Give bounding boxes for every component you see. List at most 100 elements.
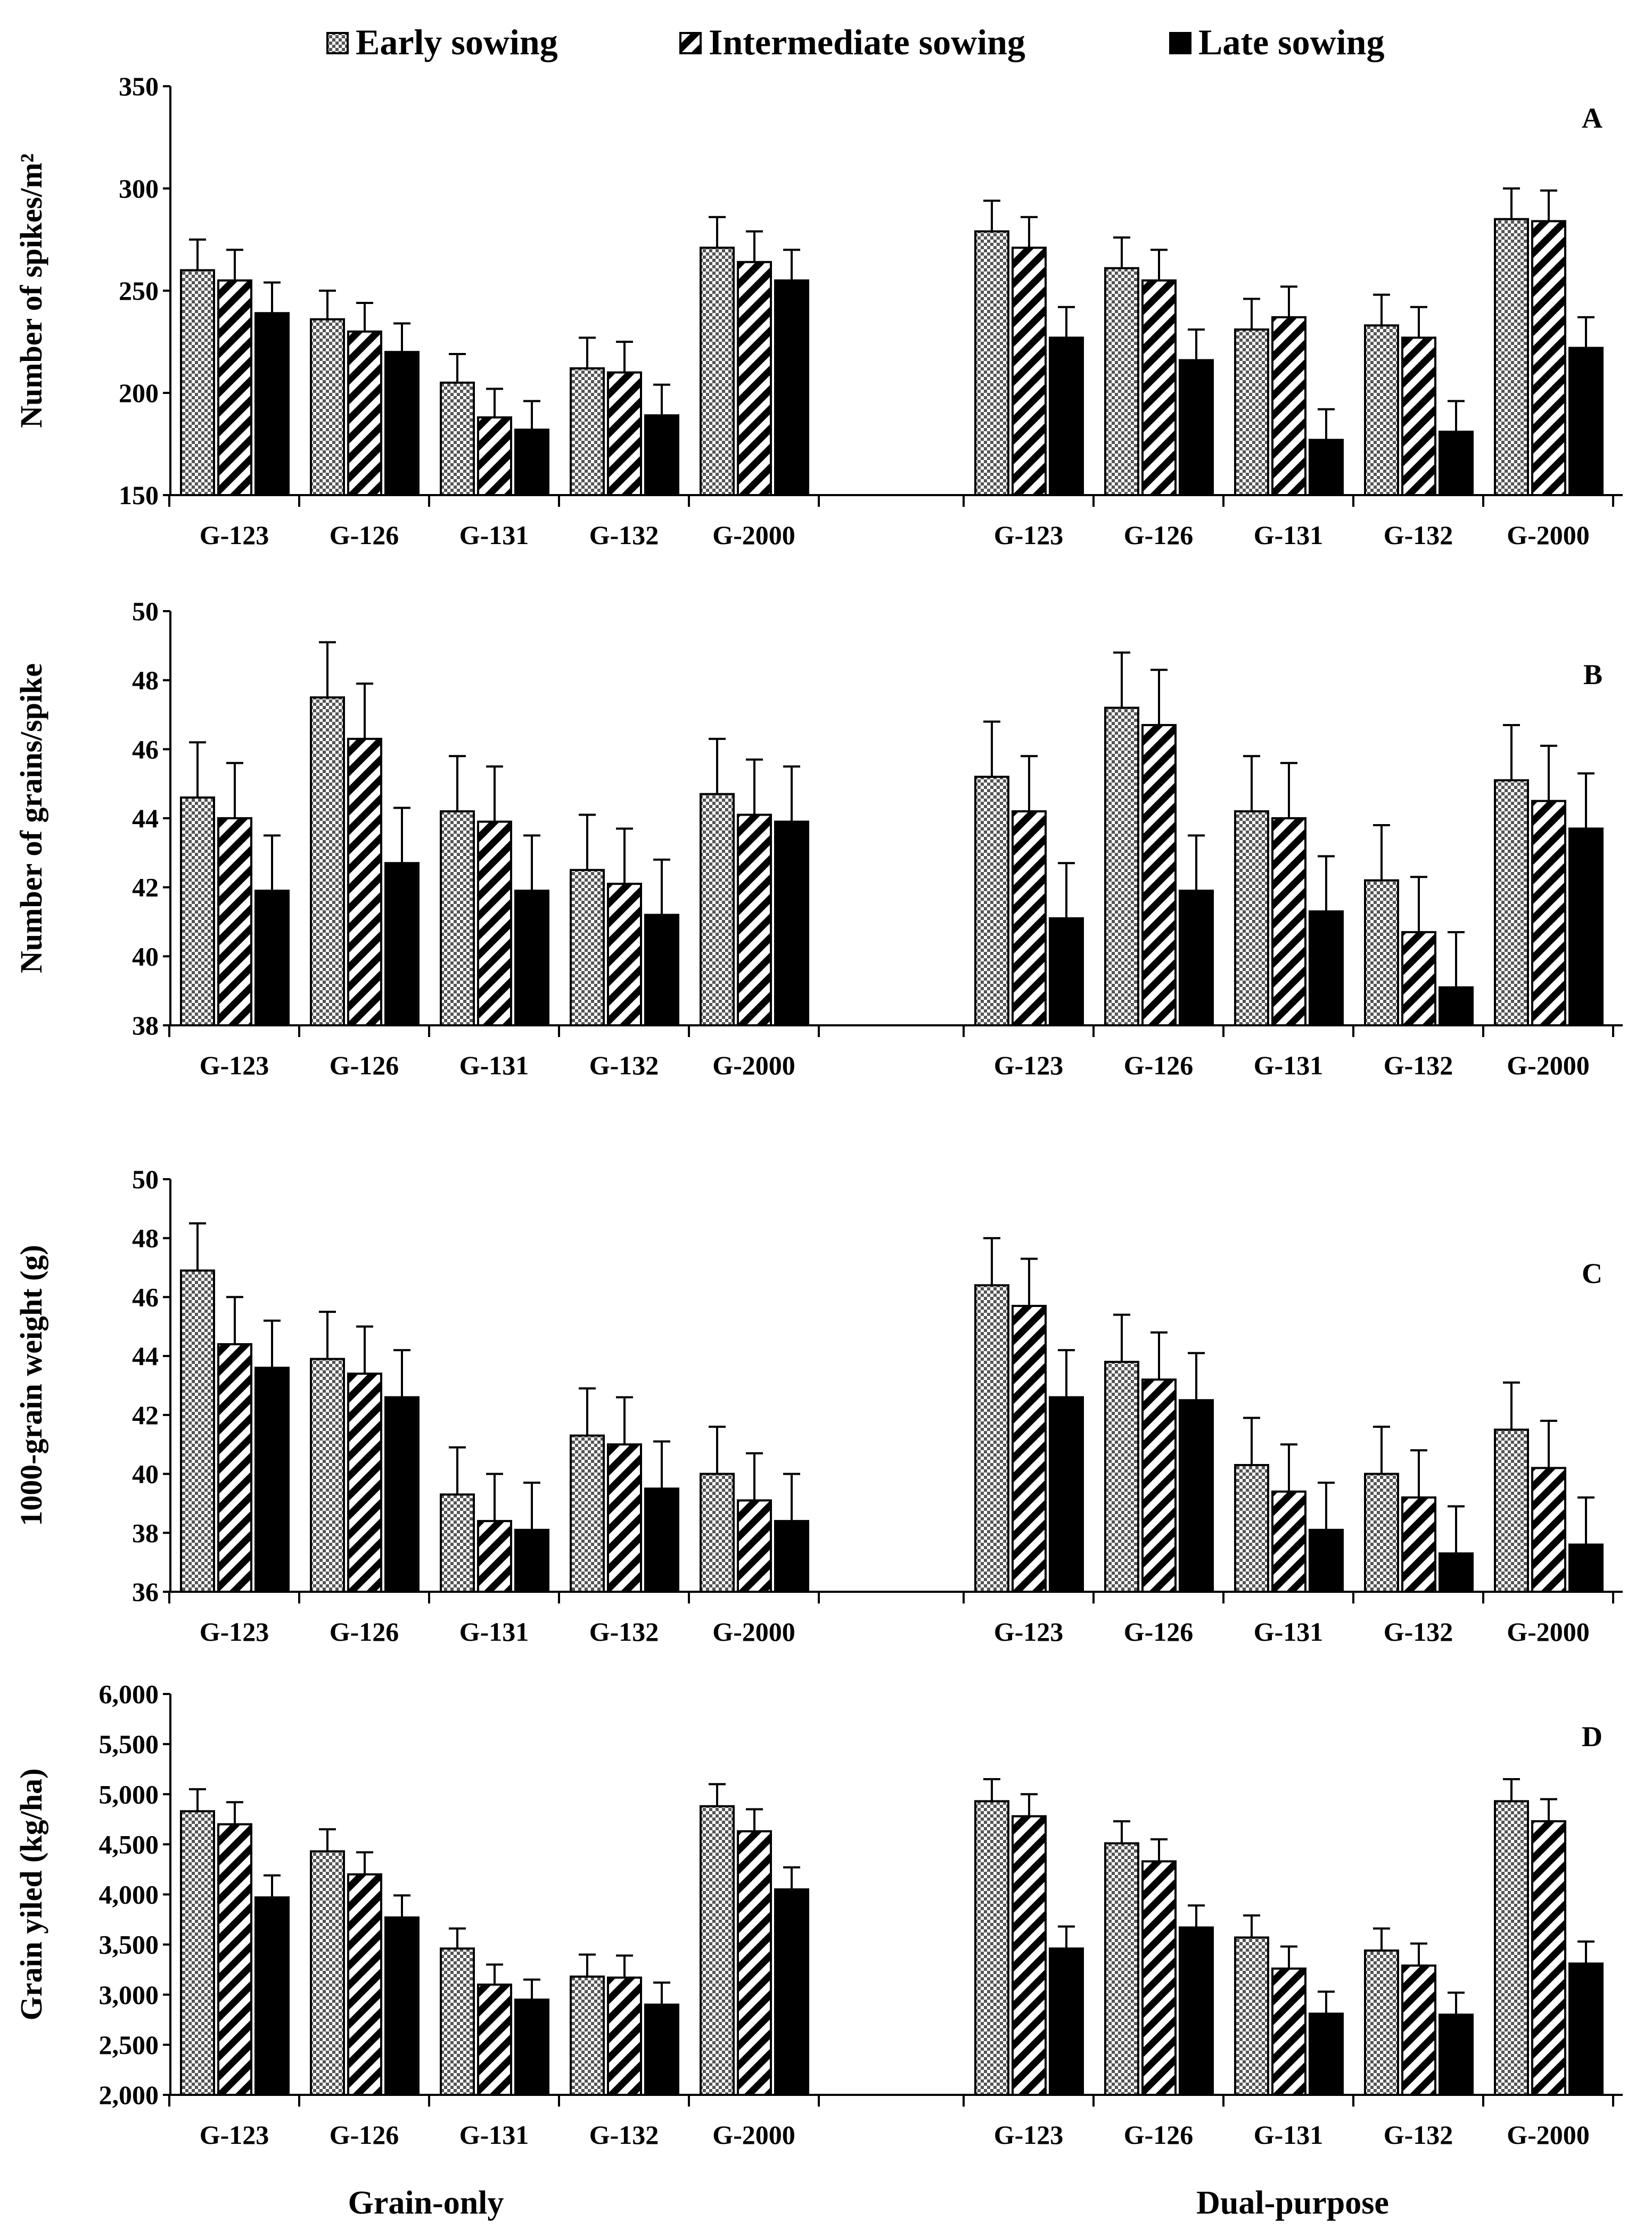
panel-c-bar-grain-only-g-2000-early [700,1473,735,1593]
panel-d-category-label: G-131 [459,2120,529,2150]
panel-b-bar-dual-purpose-g-131-intermediate [1271,817,1306,1026]
panel-a-bar-dual-purpose-g-131-late [1309,439,1344,497]
panel-c-category-label: G-132 [1384,1617,1453,1647]
panel-d-bar-dual-purpose-g-131-early [1234,1936,1269,2096]
panel-d-bar-dual-purpose-g-132-intermediate [1401,1964,1436,2096]
panel-a-ytick-label: 300 [119,174,159,203]
panel-c-bar-dual-purpose-g-132-intermediate [1401,1496,1436,1593]
panel-b-category-label: G-126 [1124,1050,1194,1080]
panel-d-bar-dual-purpose-g-123-early [974,1800,1009,2096]
panel-b-category-label: G-132 [589,1050,659,1080]
panel-a-bar-grain-only-g-131-early [440,381,475,496]
panel-d-bar-grain-only-g-2000-early [700,1805,735,2096]
panel-a-category-label: G-123 [200,520,269,550]
panel-b-bar-dual-purpose-g-131-early [1234,810,1269,1026]
panel-c-bar-dual-purpose-g-126-early [1104,1361,1139,1593]
panel-d-ytick-label: 6,000 [99,1679,159,1709]
panel-b-bar-grain-only-g-126-intermediate [347,737,382,1026]
panel-a-bar-grain-only-g-126-early [310,318,345,496]
panel-d-bar-dual-purpose-g-126-late [1179,1926,1214,2096]
panel-b-bar-dual-purpose-g-132-intermediate [1401,931,1436,1026]
panel-d-bar-grain-only-g-126-late [384,1916,420,2096]
panel-d-bar-dual-purpose-g-123-intermediate [1012,1815,1047,2096]
panel-a-bar-dual-purpose-g-126-late [1179,359,1214,496]
panel-b-ytick-label: 40 [132,941,159,971]
panel-d-bar-dual-purpose-g-131-intermediate [1271,1967,1306,2096]
panel-c-letter: C [1582,1257,1602,1289]
legend-swatch-intermediate [679,32,702,54]
panel-b-bar-grain-only-g-123-intermediate [217,817,252,1026]
panel-c-category-label: G-126 [330,1617,399,1647]
group-label-grain-only: Grain-only [348,2185,504,2221]
panel-d-bar-dual-purpose-g-126-intermediate [1141,1860,1177,2096]
panel-c-ytick-label: 46 [132,1282,159,1312]
panel-a-category-label: G-131 [459,520,529,550]
panel-a-bar-dual-purpose-g-131-early [1234,328,1269,497]
panel-b-bar-grain-only-g-132-early [570,869,605,1026]
panel-d-bar-grain-only-g-2000-intermediate [737,1830,772,2096]
legend-label-late: Late sowing [1198,22,1384,62]
panel-d-category-label: G-123 [994,2120,1064,2150]
legend-item-early: Early sowing [326,22,558,62]
panel-c-bar-dual-purpose-g-132-late [1439,1552,1474,1593]
panel-a-bar-grain-only-g-132-late [644,414,679,496]
panel-d-bar-dual-purpose-g-2000-early [1494,1800,1529,2096]
panel-b-category-label: G-132 [1384,1050,1453,1080]
panel-b-bar-dual-purpose-g-2000-intermediate [1531,800,1566,1027]
panel-c-bar-grain-only-g-123-late [254,1367,290,1593]
panel-d-bar-grain-only-g-131-late [514,1999,549,2096]
panel-b-bar-grain-only-g-132-late [644,914,679,1026]
panel-b-y-label: Number of grains/spike [14,663,48,973]
panel-b: 38 40 42 44 46 48 50 Number of grains/spike B G-1… [14,596,1623,1080]
panel-c-bar-dual-purpose-g-132-early [1364,1473,1399,1593]
panel-c-bar-dual-purpose-g-2000-late [1568,1543,1604,1593]
legend-item-late: Late sowing [1169,22,1384,62]
panel-c-category-label: G-131 [1254,1617,1324,1647]
panel-d-bar-dual-purpose-g-2000-intermediate [1531,1820,1566,2096]
panel-d-category-label: G-126 [1124,2120,1194,2150]
panel-b-bar-dual-purpose-g-123-late [1049,917,1084,1027]
panel-b-ytick-label: 50 [132,596,159,626]
panel-c-ytick-label: 36 [132,1577,159,1607]
panel-c-bar-grain-only-g-126-intermediate [347,1372,382,1593]
panel-d-bar-dual-purpose-g-2000-late [1568,1962,1604,2096]
panel-c-bar-dual-purpose-g-2000-intermediate [1531,1467,1566,1593]
panel-d-bar-grain-only-g-131-early [440,1947,475,2096]
panel-b-category-label: G-123 [200,1050,269,1080]
panel-b-category-label: G-2000 [1507,1050,1590,1080]
panel-d-bar-grain-only-g-126-intermediate [347,1873,382,2096]
panel-d-ytick-label: 5,000 [99,1779,159,1809]
panel-a-bar-grain-only-g-123-early [180,269,215,496]
legend-swatch-early [326,32,349,54]
panel-b-bar-dual-purpose-g-126-late [1179,890,1214,1027]
panel-c-ytick-label: 48 [132,1223,159,1253]
panel-d-category-label: G-131 [1254,2120,1324,2150]
panel-b-bar-dual-purpose-g-2000-late [1568,827,1604,1026]
panel-d-bar-grain-only-g-2000-late [774,1888,809,2096]
panel-d-bar-dual-purpose-g-131-late [1309,2012,1344,2096]
panel-c-bar-dual-purpose-g-123-early [974,1284,1009,1593]
panel-d-bar-grain-only-g-123-late [254,1896,290,2096]
panel-a-bar-dual-purpose-g-131-intermediate [1271,316,1306,496]
panel-c-category-label: G-2000 [712,1617,795,1647]
panel-a-letter: A [1582,102,1602,134]
panel-c-category-label: G-123 [200,1617,269,1647]
panel-c-bar-grain-only-g-132-early [570,1434,605,1593]
panel-a-bar-dual-purpose-g-123-intermediate [1012,246,1047,496]
panel-b-bar-dual-purpose-g-132-late [1439,986,1474,1027]
panel-a-category-label: G-123 [994,520,1064,550]
panel-a: 150 200 250 300 350 Number of spikes/m² A G-123… [14,71,1623,550]
panel-c-bar-grain-only-g-126-late [384,1396,420,1593]
panel-a-bar-grain-only-g-123-intermediate [217,279,252,496]
panel-a-category-label: G-132 [1384,520,1453,550]
panel-b-ytick-label: 44 [132,803,159,833]
panel-b-bar-grain-only-g-131-intermediate [477,820,512,1026]
panel-a-category-label: G-126 [1124,520,1194,550]
legend-item-intermediate: Intermediate sowing [679,22,1025,62]
panel-c-bar-grain-only-g-132-intermediate [607,1443,642,1593]
panel-d-bar-grain-only-g-123-early [180,1810,215,2096]
panel-a-bar-dual-purpose-g-2000-early [1494,218,1529,497]
panel-b-bar-grain-only-g-2000-intermediate [737,813,772,1027]
panel-a-bar-grain-only-g-2000-late [774,279,809,496]
panel-a-bar-dual-purpose-g-2000-intermediate [1531,220,1566,496]
